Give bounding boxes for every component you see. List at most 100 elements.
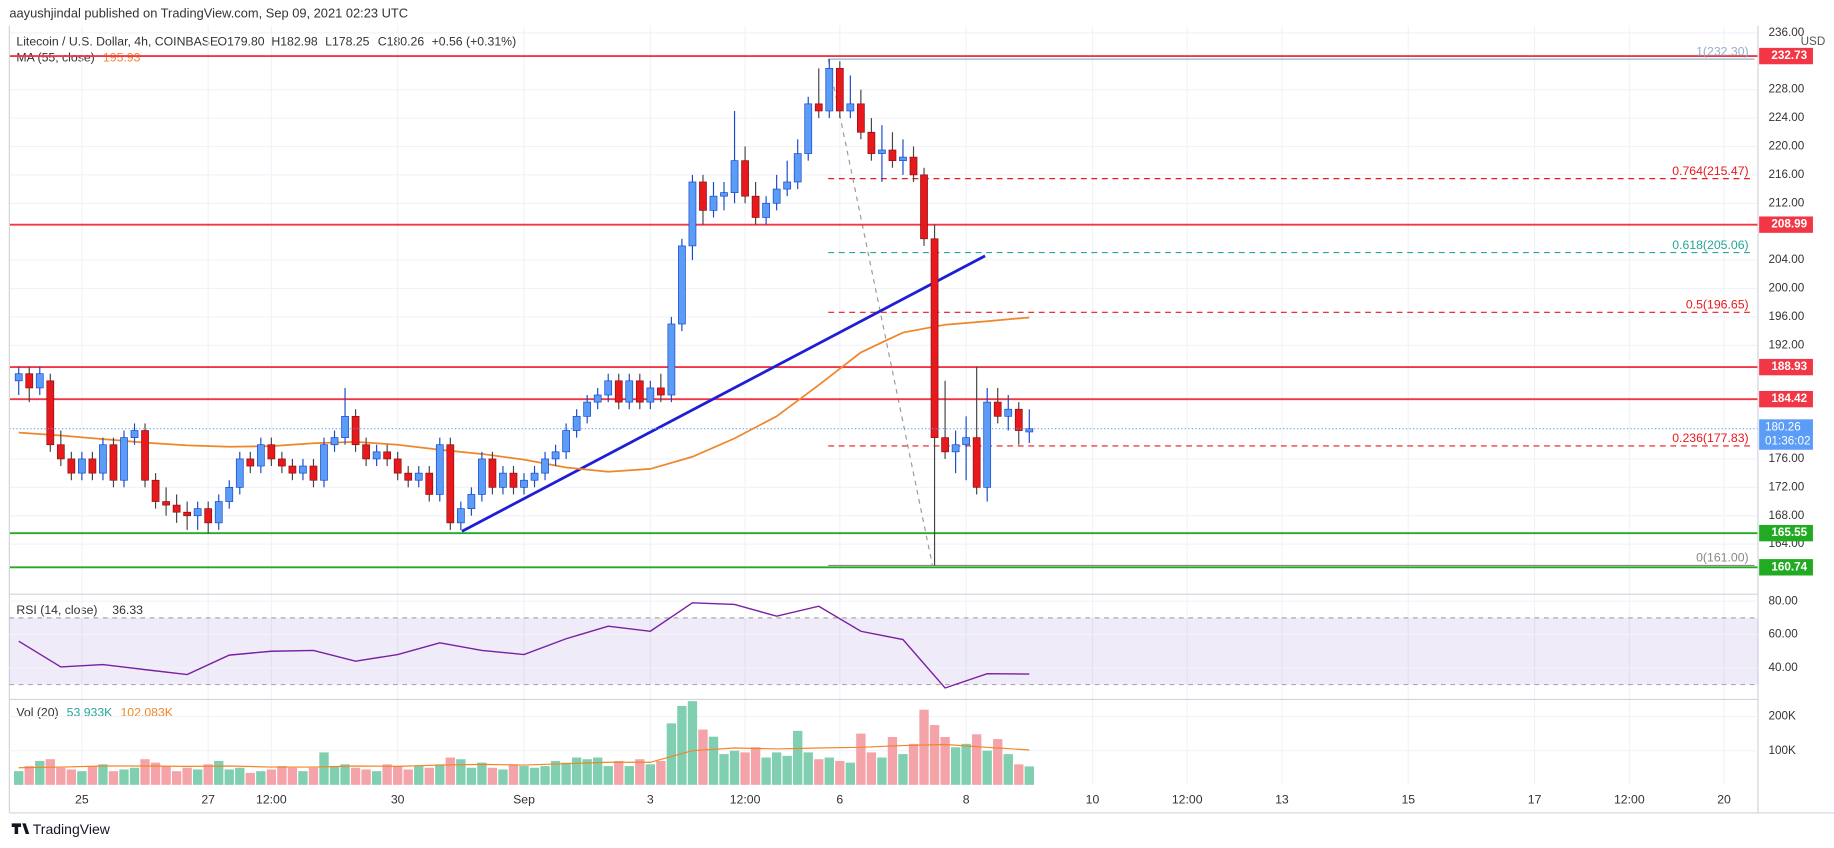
candle-body (235, 458, 244, 488)
x-tick-label: 12:00 (1614, 792, 1645, 806)
volume-bar (487, 767, 498, 785)
volume-bar (571, 757, 582, 785)
volume-bar (982, 750, 992, 785)
candle-body (141, 430, 149, 481)
level-label: 208.99 (1771, 218, 1807, 231)
candle-body (762, 202, 770, 218)
candle-body (520, 479, 528, 488)
volume-bar (340, 764, 350, 785)
volume-bar (603, 766, 613, 785)
rsi-line (18, 602, 1030, 689)
fib-label: 0(161.00) (1696, 551, 1749, 565)
candle-body (67, 458, 76, 474)
candle-body (204, 508, 213, 524)
x-tick-label: 13 (1275, 792, 1289, 806)
volume-bar (466, 767, 477, 785)
logo-icon (11, 823, 30, 834)
volume-bar (119, 769, 129, 785)
volume-bar (140, 759, 150, 785)
volume-bar (108, 771, 119, 785)
rsi-tick-label: 60.00 (1769, 628, 1799, 641)
volume-bar (771, 752, 782, 785)
candle-body (688, 181, 697, 247)
candle-body (583, 401, 592, 417)
vol-tick-label: 100K (1769, 744, 1797, 757)
candle-body (393, 458, 402, 474)
volume-bar (1003, 754, 1013, 785)
candle-body (930, 238, 939, 438)
volume-bar (319, 752, 329, 785)
fib-label: 0.618(205.06) (1672, 238, 1748, 252)
fib-label: 0.5(196.65) (1686, 298, 1749, 312)
volume-bar (729, 750, 740, 785)
close: C180.26 (378, 34, 425, 48)
x-tick-label: 6 (836, 792, 843, 806)
candle-body (499, 472, 507, 488)
candle-body (256, 444, 265, 467)
volume-bar (77, 771, 87, 785)
y-tick-label: 200.00 (1769, 282, 1805, 295)
candle-body (962, 437, 970, 446)
candle-body (625, 380, 634, 403)
candle-body (488, 458, 497, 488)
x-tick-label: 25 (75, 792, 89, 806)
volume-bar (382, 764, 392, 785)
candle-body (635, 380, 644, 403)
ma-legend: MA (55, close) (16, 51, 94, 65)
candle-body (551, 451, 560, 460)
volume-bar (887, 737, 898, 785)
candle-body (383, 451, 392, 460)
y-tick-label: 220.00 (1769, 140, 1805, 153)
candle-body (330, 437, 339, 446)
volume-bar (624, 766, 634, 785)
change: +0.56 (+0.31%) (432, 34, 517, 48)
volume-bar (129, 767, 140, 785)
volume-bar (224, 769, 234, 785)
rsi-value: 36.33 (112, 603, 143, 617)
volume-bar (192, 769, 203, 785)
candle-body (162, 501, 170, 506)
candle-body (730, 160, 739, 193)
volume-bar (940, 737, 950, 785)
fib-label: 0.236(177.83) (1672, 431, 1748, 445)
level-tag (1759, 358, 1813, 376)
candle-body (646, 387, 655, 403)
volume-bar (435, 764, 445, 785)
candle-body (478, 458, 486, 495)
y-tick-label: 216.00 (1769, 168, 1805, 181)
volume-bar (414, 766, 424, 785)
volume-bar (835, 760, 845, 785)
x-tick-label: 15 (1401, 792, 1415, 806)
symbol: Litecoin / U.S. Dollar, 4h, COINBASE (16, 34, 218, 48)
candle-body (267, 444, 276, 460)
volume-bar (371, 771, 382, 785)
volume-bar (698, 729, 708, 785)
candle-body (867, 131, 876, 154)
volume-bar (582, 759, 592, 785)
candle-body (983, 401, 992, 488)
candle-body (351, 415, 360, 446)
volume-bar (498, 769, 508, 785)
candle-body (341, 415, 349, 438)
candle-body (541, 458, 549, 474)
candle-body (814, 103, 823, 112)
candle-body (678, 245, 686, 325)
candle-body (446, 444, 455, 524)
candle-body (741, 160, 749, 197)
candle-body (14, 373, 23, 382)
candle-body (130, 430, 139, 438)
level-tag (1759, 524, 1813, 542)
volume-bar (477, 762, 487, 785)
y-tick-label: 204.00 (1769, 253, 1805, 266)
volume-bar (666, 723, 677, 785)
candle-body (720, 192, 728, 197)
volume-bar (708, 736, 719, 785)
candle-body (362, 444, 370, 460)
candle-body (888, 149, 897, 162)
vol-value: 53.933K (67, 706, 114, 720)
candle-body (35, 373, 44, 389)
x-tick-label: 3 (647, 792, 654, 806)
y-tick-label: 172.00 (1769, 480, 1805, 493)
footer-logo: TradingView (11, 821, 111, 837)
